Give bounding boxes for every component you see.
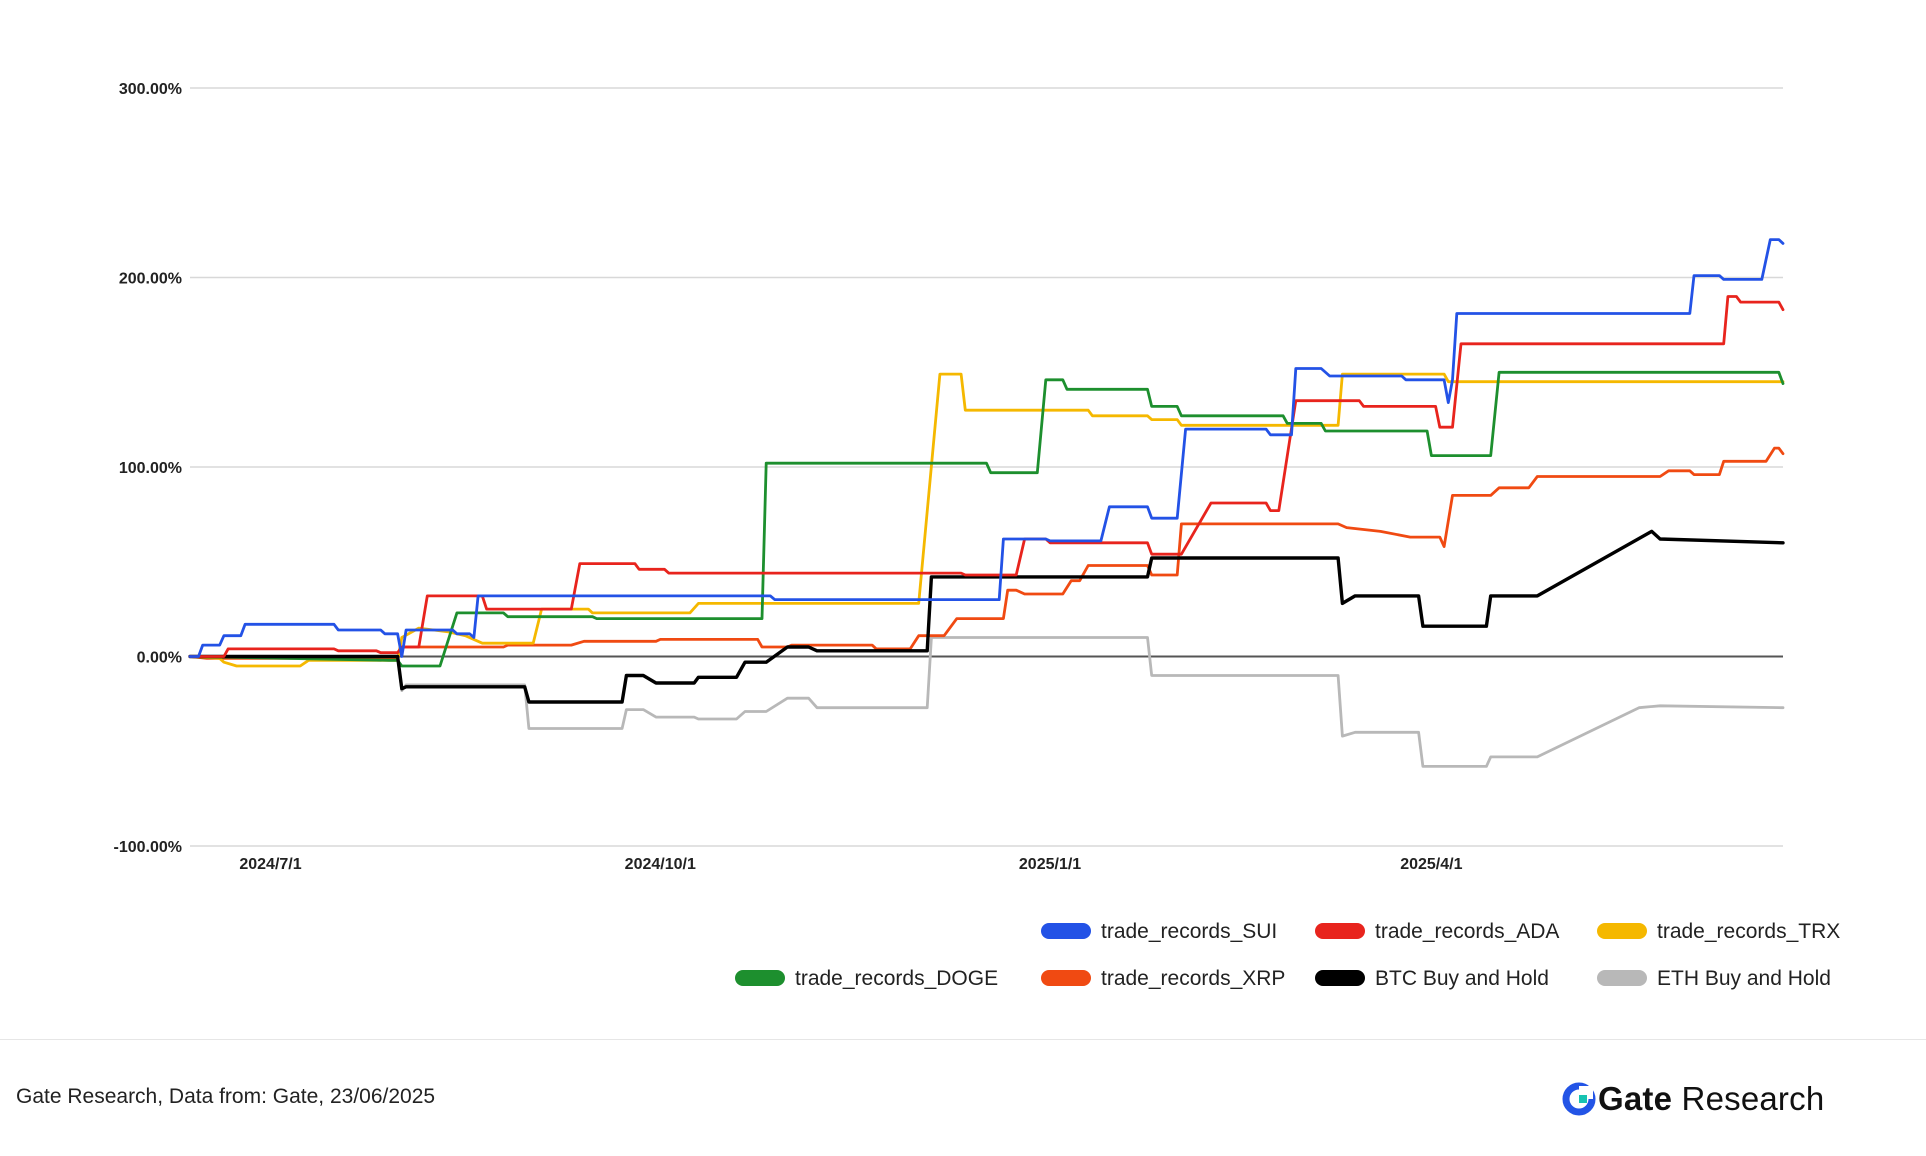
- brand-light: Research: [1672, 1080, 1825, 1117]
- legend-label: BTC Buy and Hold: [1375, 967, 1549, 990]
- legend-label: trade_records_ADA: [1375, 920, 1559, 943]
- legend-item: trade_records_XRP: [1041, 967, 1285, 990]
- legend-label: ETH Buy and Hold: [1657, 967, 1831, 990]
- y-tick-label: 300.00%: [119, 81, 182, 98]
- x-axis-ticks: 2024/7/1 2024/10/1 2025/1/1 2025/4/1: [239, 856, 1462, 873]
- x-tick-label: 2025/4/1: [1400, 856, 1462, 873]
- legend-swatch: [1041, 923, 1091, 939]
- series-line-trade-records-trx: [188, 372, 1785, 668]
- y-tick-label: -100.00%: [114, 839, 183, 856]
- legend-swatch: [1597, 970, 1647, 986]
- legend-item: trade_records_ADA: [1315, 920, 1559, 943]
- legend-label: trade_records_DOGE: [795, 967, 998, 990]
- x-tick-label: 2025/1/1: [1019, 856, 1081, 873]
- chart: -100.00% 0.00% 100.00% 200.00% 300.00% 2024/…: [114, 81, 1841, 990]
- legend-swatch: [1315, 923, 1365, 939]
- legend-swatch: [1041, 970, 1091, 986]
- legend: trade_records_SUI trade_records_ADA trade_…: [735, 920, 1840, 990]
- gate-logo-icon: [1562, 1082, 1596, 1116]
- brand-text: Gate Research: [1598, 1080, 1824, 1118]
- y-tick-label: 0.00%: [137, 650, 182, 667]
- y-tick-label: 200.00%: [119, 271, 182, 288]
- legend-label: trade_records_XRP: [1101, 967, 1285, 990]
- grid-lines: [190, 87, 1783, 847]
- legend-swatch: [735, 970, 785, 986]
- legend-item: ETH Buy and Hold: [1597, 967, 1831, 990]
- footer-source-text: Gate Research, Data from: Gate, 23/06/20…: [16, 1085, 436, 1108]
- series-line-btc-buy-and-hold: [188, 529, 1785, 704]
- series-line-trade-records-xrp: [188, 446, 1785, 660]
- x-tick-label: 2024/7/1: [239, 856, 301, 873]
- y-axis-ticks: -100.00% 0.00% 100.00% 200.00% 300.00%: [114, 81, 183, 856]
- x-tick-label: 2024/10/1: [625, 856, 696, 873]
- legend-item: trade_records_DOGE: [735, 967, 998, 990]
- series-line-trade-records-doge: [188, 370, 1785, 668]
- legend-item: trade_records_SUI: [1041, 920, 1277, 943]
- series-line-eth-buy-and-hold: [188, 636, 1785, 768]
- series-line-trade-records-sui: [188, 238, 1785, 658]
- footer-divider: [0, 1039, 1926, 1040]
- legend-label: trade_records_TRX: [1657, 920, 1840, 943]
- series-lines: [188, 238, 1785, 768]
- brand-bold: Gate: [1598, 1080, 1673, 1117]
- legend-item: trade_records_TRX: [1597, 920, 1840, 943]
- gate-research-logo: Gate Research: [1562, 1076, 1824, 1122]
- legend-label: trade_records_SUI: [1101, 920, 1277, 943]
- legend-swatch: [1315, 970, 1365, 986]
- legend-swatch: [1597, 923, 1647, 939]
- y-tick-label: 100.00%: [119, 460, 182, 477]
- legend-item: BTC Buy and Hold: [1315, 967, 1549, 990]
